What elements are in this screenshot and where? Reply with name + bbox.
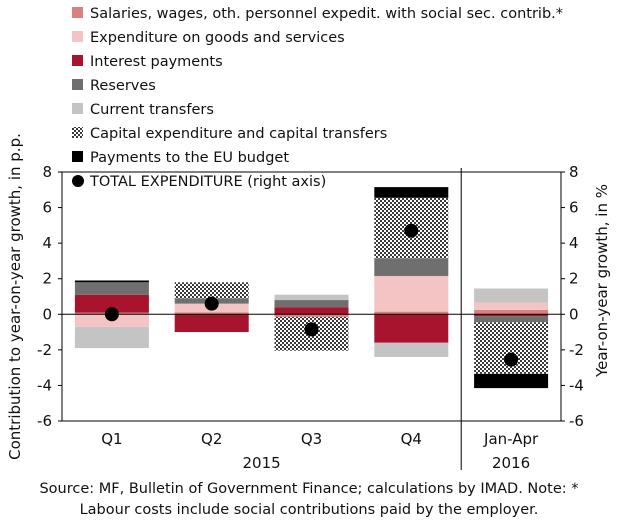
bar-eu-jan-apr — [474, 373, 549, 389]
y2-tick-label: 6 — [569, 199, 579, 217]
legend-label-goods: Expenditure on goods and services — [90, 30, 345, 46]
legend-label-eu: Payments to the EU budget — [90, 150, 289, 166]
bar-salaries-q3 — [274, 314, 349, 317]
axes: -6 -6 -4 -4 -2 -2 0 0 2 2 4 4 6 6 8 8 Q1 Q2 Q3 Q4 Jan-Apr 201… — [6, 133, 611, 472]
bar-interest-q3 — [274, 307, 349, 315]
legend-swatch-current — [72, 103, 83, 114]
bar-eu-q4 — [374, 187, 449, 198]
bar-current-q4 — [374, 342, 449, 357]
x-tick-label: Jan-Apr — [483, 430, 539, 448]
bar-interest-q2 — [174, 314, 249, 333]
bar-goods-q4 — [374, 276, 449, 312]
total-marker-q4 — [404, 223, 419, 238]
y2-tick-label: 4 — [569, 234, 579, 252]
x-group-label: 2015 — [243, 454, 281, 472]
bar-salaries-q4 — [374, 311, 449, 315]
y2-tick-label: 0 — [569, 305, 579, 323]
y2-tick-label: 2 — [569, 270, 579, 288]
legend-swatch-reserves — [72, 79, 83, 90]
legend-swatch-goods — [72, 31, 83, 42]
legend-label-total: TOTAL EXPENDITURE (right axis) — [89, 174, 326, 190]
source-note: Source: MF, Bulletin of Government Finan… — [39, 481, 578, 518]
y-tick-label: 4 — [42, 234, 52, 252]
source-line-2: Labour costs include social contribution… — [80, 502, 539, 518]
bar-reserves-jan-apr — [474, 316, 549, 323]
legend-label-salaries: Salaries, wages, oth. personnel expedit.… — [90, 6, 563, 22]
bar-current-q1 — [74, 326, 149, 349]
bar-reserves-q4 — [374, 258, 449, 277]
x-tick-label: Q3 — [301, 430, 322, 448]
bar-current-q3 — [274, 294, 349, 301]
bar-salaries-q2 — [174, 312, 249, 315]
legend-swatch-eu — [72, 151, 83, 162]
x-group-label: 2016 — [492, 454, 530, 472]
y-tick-label: 2 — [42, 270, 52, 288]
total-marker-q2 — [204, 296, 219, 311]
y-axis-title: Contribution to year-on-year growth, in … — [6, 133, 24, 460]
bar-goods-jan-apr — [474, 302, 549, 310]
legend-label-capital: Capital expenditure and capital transfer… — [90, 126, 387, 142]
y2-tick-label: 8 — [569, 163, 579, 181]
plot-area — [74, 187, 549, 389]
y-tick-label: 0 — [42, 305, 52, 323]
legend-swatch-capital — [72, 127, 83, 138]
total-marker-jan-apr — [504, 352, 519, 367]
y-tick-label: 6 — [42, 199, 52, 217]
bar-interest-jan-apr — [474, 314, 549, 317]
y-tick-label: 8 — [42, 163, 52, 181]
y2-tick-label: -2 — [569, 341, 584, 359]
legend-label-reserves: Reserves — [90, 78, 156, 94]
plot-frame — [61, 171, 562, 422]
bar-interest-q4 — [374, 314, 449, 343]
bar-interest-q1 — [74, 294, 149, 313]
bar-capital-q2 — [174, 282, 249, 299]
y2-tick-label: -6 — [569, 412, 584, 430]
x-tick-label: Q4 — [401, 430, 422, 448]
legend-swatch-salaries — [72, 7, 83, 18]
y-tick-label: -2 — [37, 341, 52, 359]
bar-reserves-q1 — [74, 282, 149, 295]
y-tick-label: -4 — [37, 376, 52, 394]
bar-reserves-q3 — [274, 300, 349, 308]
legend-label-current: Current transfers — [90, 102, 214, 118]
legend-label-interest: Interest payments — [90, 54, 223, 70]
bar-eu-q1 — [74, 280, 149, 283]
legend: Salaries, wages, oth. personnel expedit.… — [72, 6, 563, 190]
bar-current-jan-apr — [474, 288, 549, 303]
y2-tick-label: -4 — [569, 376, 584, 394]
x-tick-label: Q1 — [101, 430, 122, 448]
y-tick-label: -6 — [37, 412, 52, 430]
legend-marker-total — [72, 175, 84, 187]
bar-salaries-jan-apr — [474, 309, 549, 315]
y2-axis-title: Year-on-year growth, in % — [593, 184, 611, 378]
legend-swatch-interest — [72, 55, 83, 66]
total-marker-q3 — [304, 322, 319, 337]
source-line-1: Source: MF, Bulletin of Government Finan… — [39, 481, 578, 497]
x-tick-label: Q2 — [201, 430, 222, 448]
